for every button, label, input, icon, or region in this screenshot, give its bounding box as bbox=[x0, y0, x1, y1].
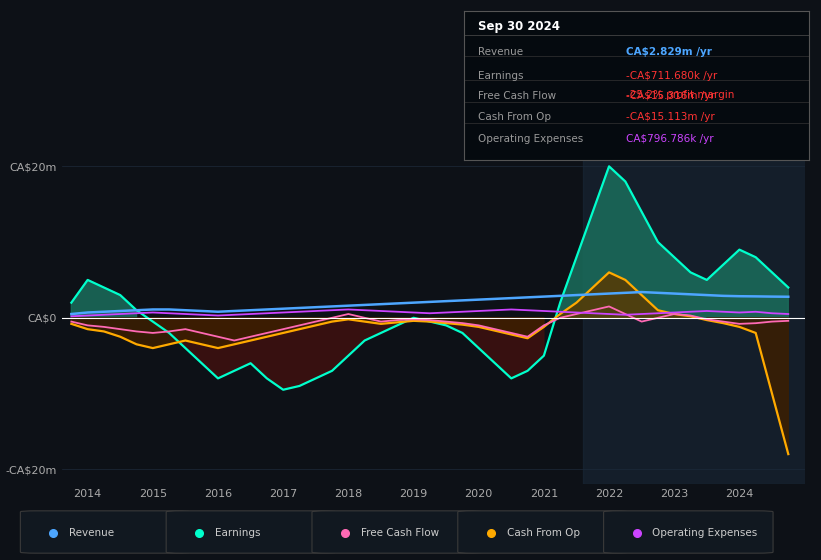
Text: CA$796.786k /yr: CA$796.786k /yr bbox=[626, 134, 713, 144]
Text: -CA$711.680k /yr: -CA$711.680k /yr bbox=[626, 71, 718, 81]
FancyBboxPatch shape bbox=[312, 511, 481, 553]
Text: Free Cash Flow: Free Cash Flow bbox=[478, 91, 556, 101]
Text: Cash From Op: Cash From Op bbox=[478, 112, 551, 122]
Text: Sep 30 2024: Sep 30 2024 bbox=[478, 20, 560, 33]
Text: -CA$15.316m /yr: -CA$15.316m /yr bbox=[626, 91, 714, 101]
Text: -CA$15.113m /yr: -CA$15.113m /yr bbox=[626, 112, 714, 122]
Text: Revenue: Revenue bbox=[69, 528, 114, 538]
Text: Operating Expenses: Operating Expenses bbox=[653, 528, 758, 538]
FancyBboxPatch shape bbox=[458, 511, 627, 553]
Text: Cash From Op: Cash From Op bbox=[507, 528, 580, 538]
Text: Operating Expenses: Operating Expenses bbox=[478, 134, 583, 144]
Text: Revenue: Revenue bbox=[478, 47, 523, 57]
Bar bbox=[583, 151, 811, 484]
FancyBboxPatch shape bbox=[166, 511, 336, 553]
FancyBboxPatch shape bbox=[603, 511, 773, 553]
Text: Earnings: Earnings bbox=[215, 528, 260, 538]
Text: -25.2% profit margin: -25.2% profit margin bbox=[626, 90, 734, 100]
Text: CA$2.829m /yr: CA$2.829m /yr bbox=[626, 47, 712, 57]
Text: Free Cash Flow: Free Cash Flow bbox=[361, 528, 439, 538]
FancyBboxPatch shape bbox=[21, 511, 190, 553]
Text: Earnings: Earnings bbox=[478, 71, 523, 81]
